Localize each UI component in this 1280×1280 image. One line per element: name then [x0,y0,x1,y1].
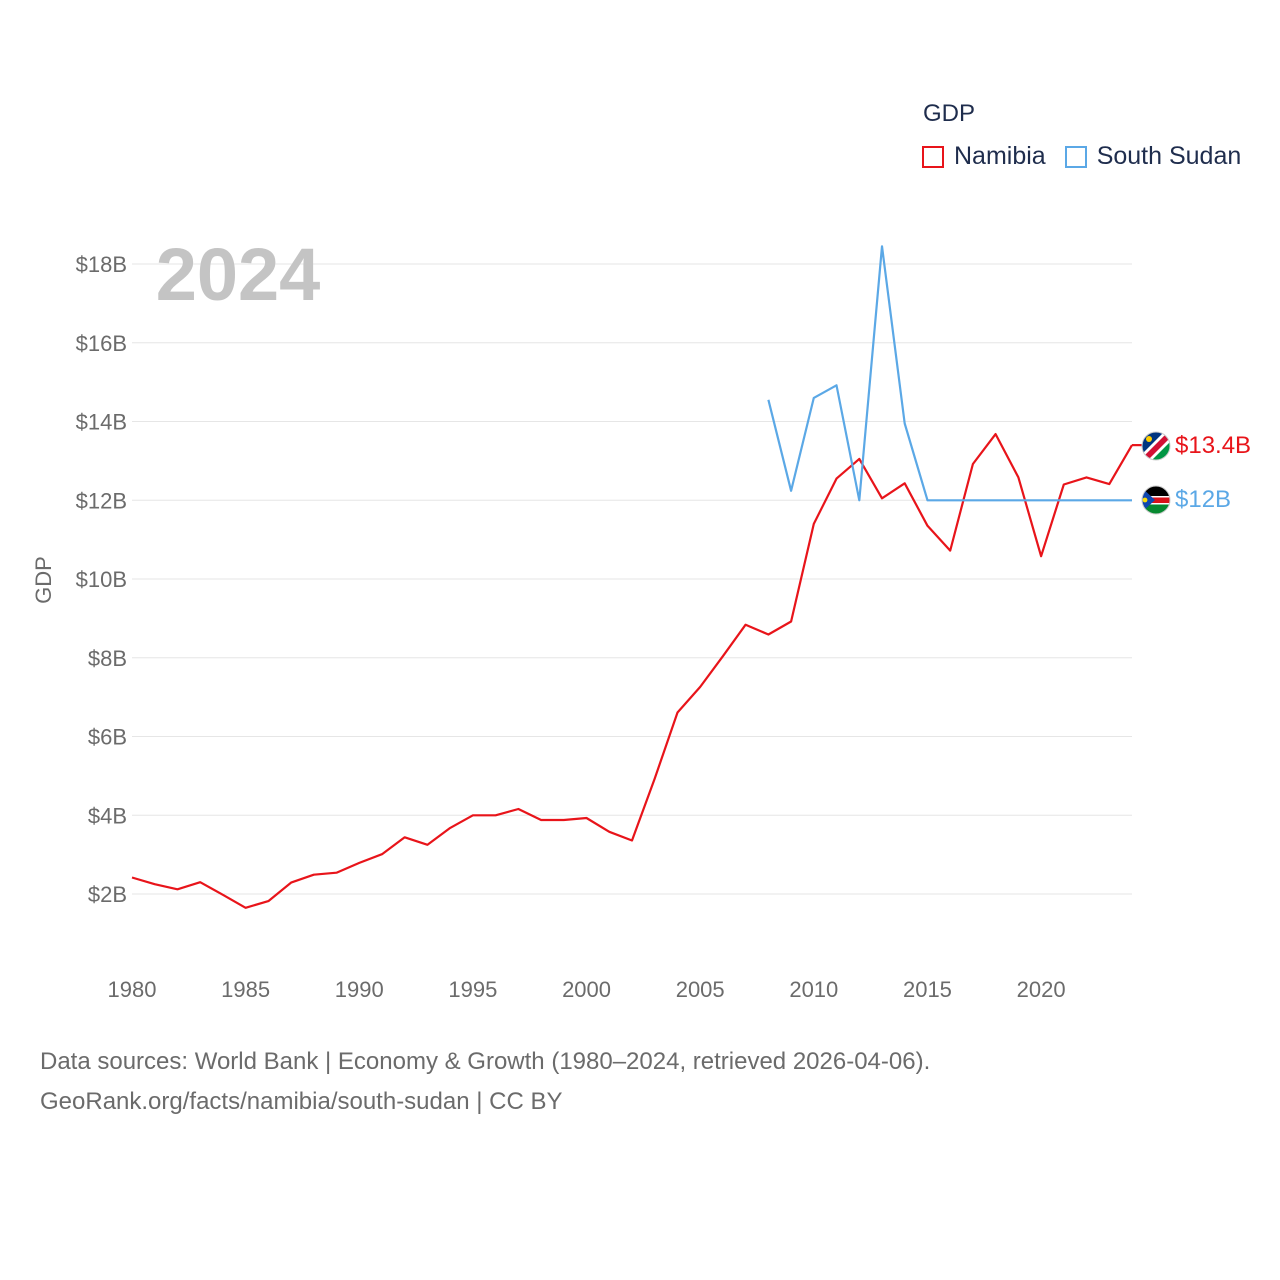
legend-item-namibia[interactable]: Namibia [922,142,1046,171]
legend-swatch-namibia [922,145,944,168]
y-tick-label: $2B [88,882,127,907]
y-axis-title: GDP [31,556,56,604]
south-sudan-flag-icon [1141,485,1171,515]
x-tick-label: 1985 [221,977,270,1002]
series-line-namibia [131,433,1133,909]
year-label: 2024 [156,233,321,316]
y-tick-label: $10B [76,567,127,592]
y-tick-label: $16B [76,331,127,356]
legend-label-south-sudan: South Sudan [1096,142,1242,170]
legend-title: GDP [923,100,976,127]
x-tick-label: 1980 [108,977,157,1002]
legend-item-south-sudan[interactable]: South Sudan [1064,142,1242,171]
legend-swatch-south-sudan [1064,145,1087,168]
legend-label-namibia: Namibia [954,142,1046,170]
line-chart: $2B$4B$6B$8B$10B$12B$14B$16B$18B 1980 198… [31,233,1251,1002]
data-source-note: Data sources: World Bank | Economy & Gro… [40,1042,930,1122]
x-axis-ticks: 1980 1985 1990 1995 2000 2005 2010 2015 2020 [108,977,1066,1002]
y-tick-label: $6B [88,725,127,750]
series-line-south-sudan [767,245,1132,502]
y-axis-ticks: $2B $4B $6B $8B $10B $12B $14B $16B $18B [76,252,127,907]
x-tick-label: 1990 [335,977,384,1002]
gridlines [132,263,1132,895]
south-sudan-end-label: $12B [1175,486,1231,513]
y-tick-label: $14B [76,410,127,435]
legend: Namibia South Sudan [922,142,1260,171]
namibia-end-label: $13.4B [1175,432,1251,459]
x-tick-label: 1995 [448,977,497,1002]
y-tick-label: $4B [88,803,127,828]
x-tick-label: 2000 [562,977,611,1002]
y-tick-label: $8B [88,646,127,671]
x-tick-label: 2020 [1017,977,1066,1002]
namibia-flag-icon [1141,431,1171,461]
series-lines [131,245,1142,909]
x-tick-label: 2015 [903,977,952,1002]
x-tick-label: 2005 [676,977,725,1002]
y-tick-label: $12B [76,488,127,513]
y-tick-label: $18B [76,252,127,277]
source-line-1: Data sources: World Bank | Economy & Gro… [40,1048,931,1075]
x-tick-label: 2010 [789,977,838,1002]
source-line-2: GeoRank.org/facts/namibia/south-sudan | … [40,1088,563,1115]
